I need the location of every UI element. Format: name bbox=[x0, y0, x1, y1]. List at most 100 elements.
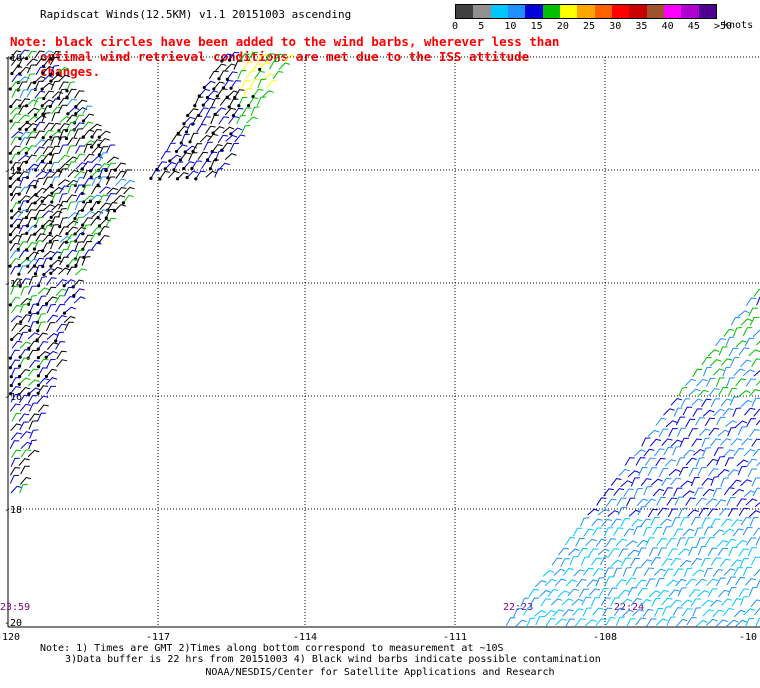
wind-barb bbox=[752, 448, 760, 457]
wind-barb bbox=[156, 161, 168, 170]
wind-barb bbox=[528, 588, 540, 598]
wind-barb bbox=[10, 266, 20, 275]
wind-barb bbox=[26, 202, 37, 212]
contamination-dot bbox=[72, 293, 76, 298]
wind-barb bbox=[18, 105, 29, 114]
contamination-dot bbox=[227, 105, 231, 109]
wind-barb bbox=[591, 557, 602, 566]
wind-barb bbox=[708, 388, 720, 397]
contamination-dot bbox=[49, 264, 53, 268]
wind-barb bbox=[105, 144, 116, 154]
contamination-dot bbox=[58, 225, 62, 229]
wind-barb bbox=[91, 226, 103, 235]
wind-barb bbox=[74, 200, 84, 211]
wind-barb bbox=[81, 161, 93, 170]
wind-barb bbox=[34, 121, 45, 130]
contamination-dot bbox=[9, 375, 13, 379]
wind-barb bbox=[744, 617, 755, 628]
contamination-dot bbox=[34, 168, 38, 172]
wind-barb bbox=[747, 547, 757, 557]
wind-barb bbox=[34, 80, 44, 90]
wind-barb bbox=[18, 413, 30, 422]
contamination-dot bbox=[182, 166, 186, 171]
wind-barb bbox=[707, 588, 718, 597]
legend-tick-label: 5 bbox=[478, 21, 485, 32]
wind-barb bbox=[655, 457, 666, 467]
wind-barb bbox=[98, 138, 110, 146]
wind-barb bbox=[230, 127, 243, 135]
wind-barb bbox=[654, 607, 664, 617]
contamination-dot bbox=[49, 135, 53, 139]
wind-barb bbox=[10, 377, 21, 386]
footnote-line-2: 3)Data buffer is 22 hrs from 20151003 4)… bbox=[65, 654, 601, 665]
wind-barb bbox=[66, 114, 78, 123]
wind-barb bbox=[18, 171, 29, 180]
wind-barb bbox=[192, 143, 203, 152]
lat-label: -12 bbox=[4, 166, 22, 177]
contamination-dot bbox=[8, 392, 13, 396]
wind-barb bbox=[622, 609, 634, 617]
wind-barb bbox=[725, 420, 738, 428]
wind-barb bbox=[19, 176, 29, 187]
wind-barb bbox=[50, 152, 59, 163]
wind-barb bbox=[34, 240, 44, 250]
contamination-dot bbox=[97, 224, 102, 228]
wind-barb bbox=[59, 256, 69, 266]
wind-barb bbox=[74, 114, 85, 124]
wind-barb bbox=[82, 224, 91, 234]
wind-barb bbox=[46, 322, 56, 332]
contamination-dot bbox=[237, 104, 241, 108]
contamination-dot bbox=[41, 71, 45, 75]
wind-barb bbox=[715, 377, 725, 387]
wind-barb bbox=[37, 295, 47, 305]
wind-barb bbox=[35, 233, 46, 242]
wind-barb bbox=[746, 537, 757, 546]
wind-barb bbox=[686, 616, 697, 626]
wind-barb bbox=[75, 137, 85, 147]
wind-barb bbox=[50, 74, 63, 82]
wind-barb bbox=[28, 387, 41, 395]
contamination-dot bbox=[48, 231, 52, 235]
wind-barb bbox=[707, 508, 718, 517]
wind-barb bbox=[43, 58, 54, 67]
wind-barb bbox=[552, 609, 565, 617]
contamination-dot bbox=[74, 112, 78, 116]
wind-barb bbox=[67, 169, 79, 178]
wind-barb bbox=[688, 467, 699, 477]
contamination-dot bbox=[179, 141, 183, 145]
wind-barb bbox=[661, 438, 673, 446]
wind-barb bbox=[750, 556, 760, 566]
wind-barb bbox=[82, 121, 94, 130]
wind-barb bbox=[637, 506, 647, 516]
time-label: 22:24 bbox=[614, 602, 644, 613]
wind-barb bbox=[73, 170, 86, 179]
contamination-dot bbox=[66, 264, 70, 268]
wind-barb bbox=[43, 170, 55, 179]
wind-barb bbox=[37, 287, 50, 295]
wind-barb bbox=[259, 61, 271, 70]
wind-barb bbox=[675, 416, 686, 426]
wind-barb bbox=[591, 518, 603, 527]
wind-barb bbox=[718, 589, 730, 598]
wind-barb bbox=[35, 66, 46, 76]
contamination-dot bbox=[178, 158, 182, 162]
wind-barb bbox=[36, 412, 47, 422]
wind-barb bbox=[678, 466, 689, 476]
wind-barb bbox=[709, 359, 722, 367]
contamination-dot bbox=[33, 128, 37, 132]
wind-barb bbox=[82, 240, 93, 250]
wind-barb bbox=[671, 517, 681, 527]
wind-barb bbox=[207, 133, 219, 142]
wind-barb bbox=[75, 256, 85, 266]
wind-barb bbox=[9, 296, 21, 306]
wind-barb bbox=[10, 171, 22, 179]
wind-barb bbox=[20, 449, 32, 458]
wind-barb bbox=[755, 617, 760, 627]
wind-barb bbox=[19, 200, 29, 210]
legend-swatch bbox=[473, 5, 491, 18]
wind-barb bbox=[98, 167, 108, 178]
wind-barb bbox=[42, 176, 53, 186]
wind-barb bbox=[241, 107, 252, 116]
wind-barb bbox=[9, 179, 22, 187]
wind-barb bbox=[587, 508, 600, 516]
